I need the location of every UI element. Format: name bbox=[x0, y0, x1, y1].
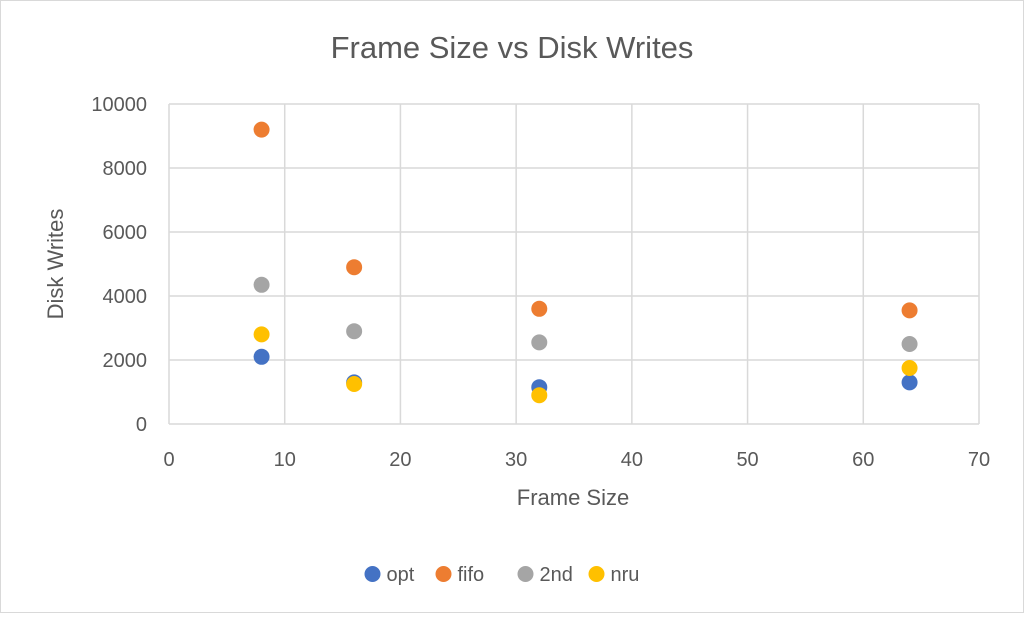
legend-label-fifo: fifo bbox=[458, 564, 485, 586]
y-axis-title: Disk Writes bbox=[43, 209, 68, 320]
legend-label-nru: nru bbox=[611, 564, 640, 586]
x-tick-label: 60 bbox=[852, 449, 874, 471]
data-point-fifo bbox=[346, 259, 363, 276]
legend-marker-nru bbox=[588, 566, 605, 582]
x-tick-label: 0 bbox=[163, 449, 174, 471]
data-point-nru bbox=[901, 360, 918, 376]
chart-title: Frame Size vs Disk Writes bbox=[331, 30, 694, 65]
legend-marker-opt bbox=[364, 566, 381, 582]
data-point-nru bbox=[253, 326, 270, 343]
data-point-nru bbox=[531, 387, 548, 404]
y-tick-label: 8000 bbox=[103, 158, 148, 180]
legend-marker-fifo bbox=[435, 566, 452, 582]
gridlines bbox=[168, 103, 980, 425]
x-tick-label: 30 bbox=[505, 449, 527, 471]
data-point-nru bbox=[346, 376, 363, 392]
data-point-2nd bbox=[901, 336, 918, 352]
x-axis-ticks: 0 10 20 30 40 50 60 70 bbox=[163, 449, 990, 471]
y-tick-label: 0 bbox=[136, 414, 147, 436]
x-tick-label: 20 bbox=[389, 449, 411, 471]
data-point-fifo bbox=[253, 121, 270, 138]
data-point-opt bbox=[901, 374, 918, 391]
data-point-2nd bbox=[346, 323, 363, 340]
legend-label-2nd: 2nd bbox=[540, 564, 573, 586]
data-point-fifo bbox=[901, 302, 918, 319]
x-tick-label: 40 bbox=[621, 449, 643, 471]
legend-label-opt: opt bbox=[387, 564, 415, 586]
data-point-2nd bbox=[531, 334, 548, 351]
y-tick-label: 2000 bbox=[103, 350, 148, 372]
data-point-opt bbox=[253, 348, 270, 365]
y-tick-label: 4000 bbox=[103, 286, 148, 308]
legend-marker-2nd bbox=[517, 566, 534, 582]
y-tick-label: 6000 bbox=[103, 222, 148, 244]
y-axis-ticks: 0 2000 4000 6000 8000 10000 bbox=[91, 94, 147, 436]
x-tick-label: 10 bbox=[274, 449, 296, 471]
y-tick-label: 10000 bbox=[91, 94, 147, 116]
x-tick-label: 50 bbox=[736, 449, 758, 471]
data-point-fifo bbox=[531, 300, 548, 317]
x-tick-label: 70 bbox=[968, 449, 990, 471]
data-point-2nd bbox=[253, 276, 270, 293]
legend: opt fifo 2nd nru bbox=[364, 564, 640, 586]
data-points bbox=[253, 121, 918, 404]
x-axis-title: Frame Size bbox=[517, 485, 629, 510]
